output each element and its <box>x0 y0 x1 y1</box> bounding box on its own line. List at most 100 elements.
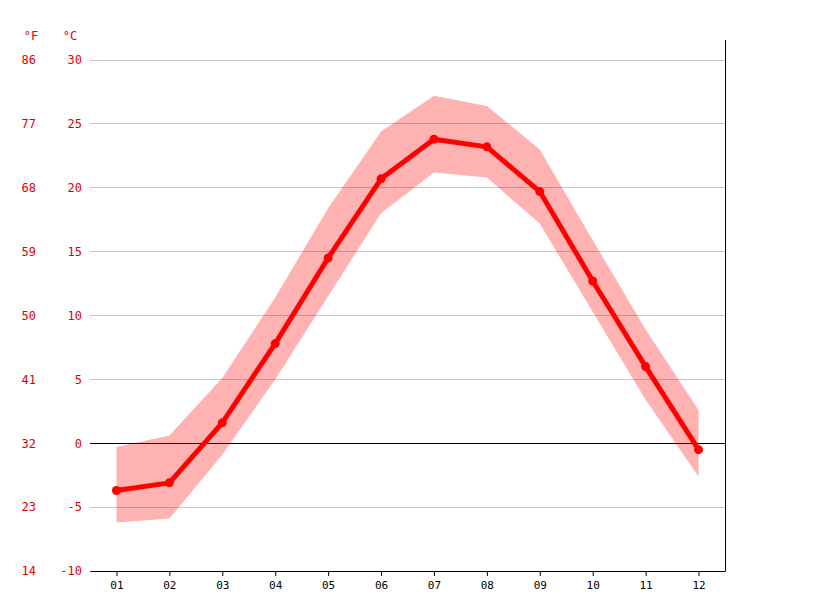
tick: 09 <box>534 571 547 592</box>
tick-mark <box>434 571 435 576</box>
tick-label: 25 <box>68 117 82 131</box>
marker <box>377 174 386 183</box>
plot-area <box>112 96 703 523</box>
tick-mark <box>328 571 329 576</box>
tick-label: 30 <box>68 53 82 67</box>
tick: 23 <box>22 500 44 514</box>
tick: 10 <box>587 571 600 592</box>
marker <box>271 339 280 348</box>
tick-label: 09 <box>534 579 547 592</box>
tick-label: 02 <box>163 579 176 592</box>
tick: 86 <box>22 53 44 67</box>
tick: 77 <box>22 117 44 131</box>
tick-label: -5 <box>68 500 82 514</box>
tick-label: 05 <box>322 579 335 592</box>
grid <box>90 60 725 571</box>
marker <box>429 135 438 144</box>
tick-label: 03 <box>216 579 229 592</box>
tick: 08 <box>481 571 494 592</box>
tick: 07 <box>428 571 441 592</box>
tick-mark <box>381 571 382 576</box>
tick-label: -10 <box>60 564 82 578</box>
tick: 02 <box>163 571 176 592</box>
tick-label: 10 <box>68 309 82 323</box>
chart: -10-5051015202530142332415059687786°F°C0… <box>0 0 815 611</box>
tick: 01 <box>110 571 123 592</box>
tick-label: 20 <box>68 181 82 195</box>
tick-label: 06 <box>375 579 388 592</box>
tick: 30 <box>68 53 90 67</box>
tick-label: 32 <box>22 437 36 451</box>
tick: -5 <box>68 500 90 514</box>
tick: 12 <box>692 571 705 592</box>
marker <box>694 445 703 454</box>
marker <box>112 486 121 495</box>
tick: 32 <box>22 437 44 451</box>
tick: 50 <box>22 309 44 323</box>
tick: 20 <box>68 181 90 195</box>
tick-mark <box>222 571 223 576</box>
tick: -10 <box>60 564 90 578</box>
tick-label: 15 <box>68 245 82 259</box>
tick-label: 07 <box>428 579 441 592</box>
tick-label: 08 <box>481 579 494 592</box>
tick-mark <box>593 571 594 576</box>
range-band <box>116 96 698 523</box>
tick: 5 <box>75 373 90 387</box>
tick-label: 10 <box>587 579 600 592</box>
tick-label: 68 <box>22 181 36 195</box>
axis-title: °F <box>24 29 38 43</box>
grid-line <box>90 60 725 61</box>
line <box>116 139 698 490</box>
tick: 14 <box>22 564 44 578</box>
tick: 0 <box>75 437 90 451</box>
tick-mark <box>699 571 700 576</box>
tick-mark <box>275 571 276 576</box>
tick-label: 01 <box>110 579 123 592</box>
tick-mark <box>646 571 647 576</box>
tick: 68 <box>22 181 44 195</box>
tick-label: 14 <box>22 564 36 578</box>
tick-label: 59 <box>22 245 36 259</box>
x-axis: 01 02 03 04 05 06 07 08 09 10 11 12 <box>91 571 726 592</box>
tick: 41 <box>22 373 44 387</box>
axis-line <box>90 61 91 572</box>
axis-line <box>44 61 45 572</box>
tick-mark <box>116 571 117 576</box>
tick: 25 <box>68 117 90 131</box>
tick-mark <box>169 571 170 576</box>
tick: 04 <box>269 571 283 592</box>
tick: 11 <box>640 571 653 592</box>
marker <box>588 277 597 286</box>
tick: 03 <box>216 571 229 592</box>
tick-label: 04 <box>269 579 283 592</box>
grid-line <box>90 571 725 572</box>
tick: 06 <box>375 571 388 592</box>
tick-label: 12 <box>692 579 705 592</box>
tick-label: 11 <box>640 579 653 592</box>
marker <box>482 142 491 151</box>
tick-label: 0 <box>75 437 82 451</box>
y2-axis: 14 23 32 41 50 59 68 77 86 <box>22 53 45 578</box>
marker <box>324 254 333 263</box>
tick: 15 <box>68 245 90 259</box>
grid-line <box>90 507 725 508</box>
axis-line <box>91 571 726 572</box>
tick-label: 50 <box>22 309 36 323</box>
tick-label: 41 <box>22 373 36 387</box>
grid-line <box>90 379 725 380</box>
tick-label: 86 <box>22 53 36 67</box>
tick-label: 23 <box>22 500 36 514</box>
marker <box>165 478 174 487</box>
tick-label: 77 <box>22 117 36 131</box>
y-axis: -10 -5 0 5 10 15 20 25 30 <box>60 53 90 578</box>
tick: 05 <box>322 571 335 592</box>
marker <box>641 362 650 371</box>
tick-mark <box>487 571 488 576</box>
tick-label: 5 <box>75 373 82 387</box>
marker <box>218 418 227 427</box>
tick-mark <box>540 571 541 576</box>
tick: 59 <box>22 245 44 259</box>
frame-line <box>725 40 726 571</box>
axis-title: °C <box>63 29 77 43</box>
